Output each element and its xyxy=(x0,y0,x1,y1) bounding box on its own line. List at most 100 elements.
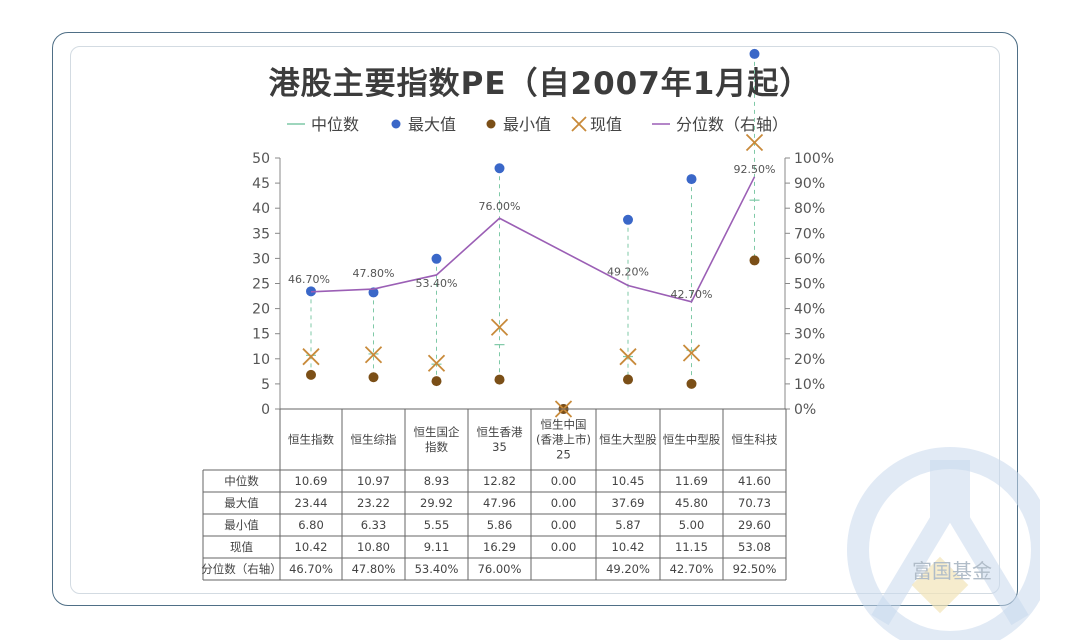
left-axis-tick-label: 30 xyxy=(252,251,270,267)
table-cell: 0.00 xyxy=(551,518,577,532)
right-axis-tick-label: 20% xyxy=(794,352,825,368)
table-cell: 10.80 xyxy=(357,540,390,554)
right-axis-tick-label: 40% xyxy=(794,302,825,318)
table-cell: 49.20% xyxy=(606,562,650,576)
table-cell: 10.42 xyxy=(295,540,328,554)
table-cell: 76.00% xyxy=(478,562,522,576)
percentile-data-label: 49.20% xyxy=(607,266,649,279)
category-header: 指数 xyxy=(425,440,448,454)
max-point xyxy=(749,48,760,59)
right-axis-tick-label: 100% xyxy=(794,151,834,167)
category-header: 恒生中国 xyxy=(541,418,587,432)
right-axis-tick-label: 0% xyxy=(794,402,816,418)
table-cell: 0.00 xyxy=(551,474,577,488)
outer-frame xyxy=(52,32,1018,606)
percentile-data-label: 46.70% xyxy=(288,273,330,286)
legend-label-2: 最小值 xyxy=(503,115,551,134)
table-row-label: 中位数 xyxy=(224,474,259,488)
left-axis-tick-label: 5 xyxy=(261,377,270,393)
current-point xyxy=(302,348,320,366)
table-cell: 6.80 xyxy=(298,518,324,532)
max-point xyxy=(368,287,379,298)
max-point xyxy=(686,174,697,185)
legend-label-1: 最大值 xyxy=(408,115,456,134)
category-header: 恒生中型股 xyxy=(663,433,721,447)
table-cell: 70.73 xyxy=(738,496,771,510)
table-cell: 16.29 xyxy=(483,540,516,554)
percentile-data-label: 53.40% xyxy=(416,277,458,290)
table-cell: 10.97 xyxy=(357,474,390,488)
table-cell: 6.33 xyxy=(361,518,387,532)
table-cell: 23.22 xyxy=(357,496,390,510)
table-cell: 47.96 xyxy=(483,496,516,510)
category-header: 恒生综指 xyxy=(351,433,397,447)
table-cell: 23.44 xyxy=(295,496,328,510)
table-cell: 10.42 xyxy=(612,540,645,554)
percentile-line xyxy=(310,176,756,303)
min-point xyxy=(686,378,697,389)
percentile-data-label: 76.00% xyxy=(479,200,521,213)
table-cell: 45.80 xyxy=(675,496,708,510)
legend-label-3: 现值 xyxy=(590,115,622,134)
legend-swatch-1 xyxy=(391,119,401,129)
left-axis-tick-label: 20 xyxy=(252,302,270,318)
right-axis-tick-label: 90% xyxy=(794,176,825,192)
category-header: 恒生指数 xyxy=(288,433,334,447)
min-point xyxy=(431,376,442,387)
table-cell: 5.86 xyxy=(487,518,513,532)
table-cell: 29.92 xyxy=(420,496,453,510)
legend-swatch-3 xyxy=(571,116,587,132)
table-cell: 46.70% xyxy=(289,562,333,576)
table-cell: 11.15 xyxy=(675,540,708,554)
table-cell: 42.70% xyxy=(670,562,714,576)
left-axis-tick-label: 35 xyxy=(252,226,270,242)
left-axis-tick-label: 50 xyxy=(252,151,270,167)
table-row-label: 现值 xyxy=(230,540,253,554)
max-point xyxy=(431,253,442,264)
table-cell: 10.45 xyxy=(612,474,645,488)
current-point xyxy=(619,348,637,366)
table-cell: 9.11 xyxy=(424,540,450,554)
current-point xyxy=(682,344,701,362)
right-axis-tick-label: 10% xyxy=(794,377,825,393)
left-axis-tick-label: 40 xyxy=(252,201,270,217)
min-point xyxy=(306,369,316,380)
table-cell: 5.55 xyxy=(424,518,450,532)
table-cell: 47.80% xyxy=(352,562,396,576)
table-cell: 10.69 xyxy=(295,474,328,488)
table-cell: 0.00 xyxy=(551,540,577,554)
legend-swatch-2 xyxy=(486,119,496,129)
table-cell: 37.69 xyxy=(612,496,645,510)
table-cell: 53.08 xyxy=(738,540,771,554)
table-row-label: 分位数（右轴） xyxy=(201,562,282,576)
max-point xyxy=(494,163,505,174)
table-row-label: 最小值 xyxy=(224,518,259,532)
min-point xyxy=(368,372,379,383)
percentile-data-label: 92.50% xyxy=(734,163,776,176)
min-point xyxy=(494,374,505,385)
chart-title: 港股主要指数PE（自2007年1月起） xyxy=(268,66,812,102)
category-header: (香港上市) xyxy=(536,433,591,447)
table-cell: 29.60 xyxy=(738,518,771,532)
min-point xyxy=(749,255,760,266)
percentile-data-label: 47.80% xyxy=(353,267,395,280)
legend-label-0: 中位数 xyxy=(311,115,359,134)
percentile-data-label: 42.70% xyxy=(671,288,713,301)
current-point xyxy=(427,354,446,372)
table-cell: 5.00 xyxy=(679,518,705,532)
table-cell: 92.50% xyxy=(733,562,777,576)
watermark-text: 富国基金 xyxy=(912,559,992,583)
inner-frame xyxy=(70,46,1000,594)
category-header: 恒生科技 xyxy=(732,433,778,447)
current-point xyxy=(364,346,383,364)
category-header: 恒生大型股 xyxy=(599,433,657,447)
right-axis-tick-label: 50% xyxy=(794,277,825,293)
category-header: 35 xyxy=(492,440,507,454)
legend-label-4: 分位数（右轴） xyxy=(676,115,788,134)
table-cell: 11.69 xyxy=(675,474,708,488)
left-axis-tick-label: 45 xyxy=(252,176,270,192)
current-point xyxy=(490,318,509,336)
max-point xyxy=(623,214,633,225)
table-row-label: 最大值 xyxy=(224,496,259,510)
